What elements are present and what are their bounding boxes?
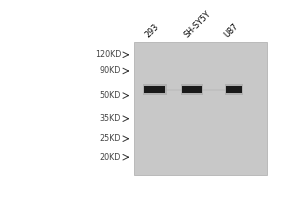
- Bar: [226, 86, 241, 92]
- Bar: [146, 86, 164, 92]
- Bar: [145, 86, 165, 93]
- Bar: [225, 84, 243, 95]
- Bar: [134, 42, 266, 175]
- Text: 35KD: 35KD: [100, 114, 121, 123]
- Bar: [183, 86, 201, 93]
- Bar: [182, 86, 202, 93]
- Bar: [226, 86, 242, 93]
- Bar: [182, 86, 202, 93]
- Bar: [183, 86, 201, 93]
- Text: 20KD: 20KD: [100, 153, 121, 162]
- Text: 50KD: 50KD: [100, 91, 121, 100]
- Bar: [146, 87, 164, 92]
- Text: 90KD: 90KD: [100, 66, 121, 75]
- Text: 25KD: 25KD: [100, 134, 121, 143]
- Text: U87: U87: [222, 22, 240, 39]
- Bar: [145, 86, 165, 93]
- Bar: [145, 86, 165, 93]
- Text: SH-SY5Y: SH-SY5Y: [183, 9, 213, 39]
- Bar: [183, 86, 201, 92]
- Bar: [226, 86, 242, 93]
- Bar: [226, 86, 242, 93]
- Bar: [146, 87, 164, 92]
- Bar: [184, 87, 201, 92]
- Bar: [227, 87, 241, 92]
- Text: 293: 293: [143, 22, 161, 39]
- Bar: [227, 87, 241, 92]
- Bar: [226, 86, 242, 93]
- Bar: [183, 86, 202, 93]
- Bar: [143, 84, 167, 95]
- Bar: [146, 86, 164, 92]
- Bar: [226, 86, 242, 93]
- Bar: [227, 87, 241, 92]
- Bar: [183, 86, 202, 93]
- Bar: [145, 86, 165, 93]
- Bar: [226, 86, 242, 92]
- Bar: [145, 86, 165, 93]
- Bar: [226, 86, 242, 93]
- Bar: [146, 87, 164, 92]
- Bar: [226, 86, 242, 93]
- Bar: [145, 86, 165, 93]
- Bar: [145, 86, 165, 93]
- Bar: [145, 89, 242, 91]
- Bar: [226, 86, 242, 93]
- Bar: [184, 87, 201, 92]
- Text: 120KD: 120KD: [95, 50, 121, 59]
- Bar: [183, 86, 201, 92]
- Bar: [181, 84, 203, 95]
- Bar: [183, 87, 201, 92]
- Bar: [182, 86, 202, 93]
- Bar: [182, 86, 202, 93]
- Bar: [145, 86, 165, 93]
